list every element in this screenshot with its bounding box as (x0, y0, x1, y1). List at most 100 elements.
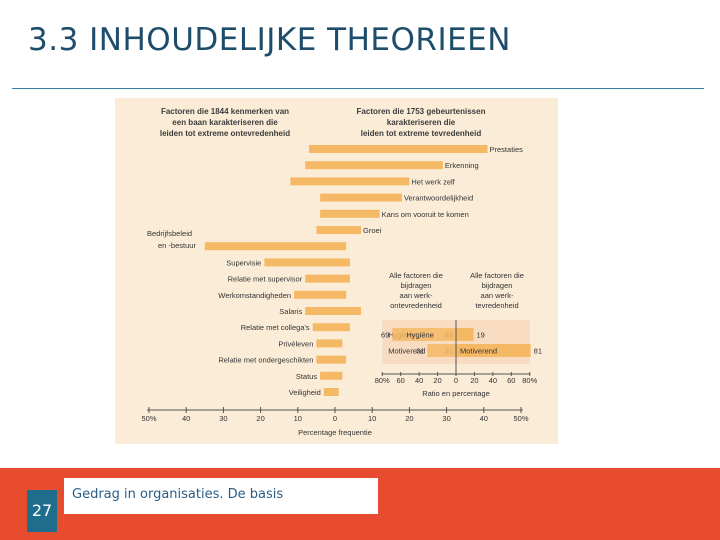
bar-satisfaction (335, 193, 402, 202)
bar-dissatisfaction (316, 339, 335, 348)
bar-dissatisfaction (204, 242, 335, 251)
x-tick-label: 30 (442, 414, 450, 423)
bar-dissatisfaction (290, 177, 335, 186)
category-label: Privéleven (278, 339, 313, 348)
x-tick-label: 50% (141, 414, 156, 423)
inset-x-axis-title: Ratio en percentage (422, 389, 490, 398)
category-label: Kans om vooruit te komen (382, 210, 469, 219)
herzberg-chart: Factoren die 1844 kenmerken van een baan … (141, 107, 542, 437)
bar-satisfaction (335, 209, 380, 218)
inset-bar-dissatisfaction (427, 344, 456, 357)
left-header-text: leiden tot extreme ontevredenheid (160, 129, 290, 138)
right-header-text: leiden tot extreme tevredenheid (361, 129, 482, 138)
category-label: Werkomstandigheden (218, 291, 291, 300)
bar-dissatisfaction (320, 193, 335, 202)
x-tick-label: 10 (368, 414, 376, 423)
inset-bar-satisfaction (456, 328, 474, 341)
x-tick-label: 0 (333, 414, 337, 423)
x-tick-label: 20 (256, 414, 264, 423)
bar-satisfaction (335, 242, 347, 251)
inset-left-header-text: aan werk- (400, 291, 433, 300)
bar-dissatisfaction (305, 161, 335, 170)
bar-satisfaction (335, 355, 347, 364)
x-tick-label: 10 (294, 414, 302, 423)
herzberg-chart-figure: Factoren die 1844 kenmerken van een baan … (115, 98, 558, 444)
inset-right-header-text: aan werk- (481, 291, 514, 300)
inset-x-tick-label: 0 (454, 376, 458, 385)
bar-dissatisfaction (294, 290, 335, 299)
x-tick-label: 20 (405, 414, 413, 423)
inset-x-tick-label: 20 (470, 376, 478, 385)
bar-dissatisfaction (308, 145, 335, 153)
category-label: Salaris (279, 307, 302, 316)
left-header-text: een baan karakteriseren die (172, 118, 278, 127)
inset-bar-satisfaction (456, 344, 531, 357)
inset-right-header-text: tevredenheid (475, 301, 518, 310)
inset-left-header-text: Alle factoren die (389, 271, 443, 280)
bar-satisfaction (335, 177, 410, 186)
inset-value-dissatisfaction: 69 (381, 331, 389, 340)
x-tick-label: 30 (219, 414, 227, 423)
x-tick-label: 40 (480, 414, 488, 423)
bar-dissatisfaction (264, 258, 335, 267)
category-label: Relatie met ondergeschikten (218, 356, 313, 365)
inset-category-label: Hygiëne (406, 331, 434, 340)
x-tick-label: 50% (513, 414, 528, 423)
page-number: 27 (27, 490, 57, 532)
bar-dissatisfaction (316, 226, 335, 234)
bar-satisfaction (335, 371, 343, 380)
category-label: en -bestuur (158, 241, 196, 250)
title-divider (12, 88, 704, 89)
bar-dissatisfaction (312, 323, 335, 332)
inset-right-header-text: Alle factoren die (470, 271, 524, 280)
bar-dissatisfaction (305, 307, 335, 315)
right-header-text: karakteriseren die (387, 118, 456, 127)
inset-bar-dissatisfaction (392, 328, 456, 341)
slide-title: 3.3 INHOUDELIJKE THEORIEEN (28, 22, 511, 58)
bar-satisfaction (335, 388, 339, 396)
bar-dissatisfaction (323, 388, 335, 396)
category-label: Verantwoordelijkheid (404, 194, 473, 203)
x-axis-title: Percentage frequentie (298, 428, 372, 437)
bar-satisfaction (335, 145, 488, 153)
inset-x-tick-label: 20 (433, 376, 441, 385)
inset-x-tick-label: 40 (415, 376, 423, 385)
bar-satisfaction (335, 274, 350, 283)
bar-dissatisfaction (316, 355, 335, 364)
inset-value-satisfaction: 19 (477, 331, 485, 340)
right-header-text: Factoren die 1753 gebeurtenissen (357, 107, 486, 116)
inset-row-label: Motiverend (388, 347, 425, 356)
inset-x-tick-label: 80% (522, 376, 537, 385)
inset-category-label: Motiverend (460, 347, 497, 356)
x-tick-label: 40 (182, 414, 190, 423)
inset-x-tick-label: 60 (507, 376, 515, 385)
category-label: Supervisie (226, 258, 261, 267)
bar-satisfaction (335, 161, 443, 170)
category-label: Status (296, 372, 318, 381)
category-label: Bedrijfsbeleid (147, 229, 192, 238)
inset-left-header-text: ontevredenheid (390, 301, 442, 310)
inset-x-tick-label: 80% (375, 376, 390, 385)
category-label: Relatie met collega's (241, 323, 310, 332)
category-label: Prestaties (490, 145, 524, 154)
footer-box: Gedrag in organisaties. De basis (64, 478, 378, 514)
category-label: Erkenning (445, 161, 479, 170)
inset-right-header-text: bijdragen (482, 281, 513, 290)
left-header-text: Factoren die 1844 kenmerken van (161, 107, 289, 116)
bar-dissatisfaction (305, 274, 335, 283)
inset-value-dissatisfaction: 31 (416, 347, 424, 356)
inset-left-header-text: bijdragen (401, 281, 432, 290)
bar-satisfaction (335, 258, 350, 267)
bar-dissatisfaction (320, 209, 335, 218)
bar-satisfaction (335, 307, 362, 315)
inset-x-tick-label: 60 (397, 376, 405, 385)
bar-satisfaction (335, 339, 343, 348)
bar-satisfaction (335, 290, 347, 299)
bar-satisfaction (335, 226, 362, 234)
category-label: Veiligheid (289, 388, 321, 397)
category-label: Relatie met supervisor (228, 275, 303, 284)
footer-text: Gedrag in organisaties. De basis (72, 487, 284, 502)
inset-value-satisfaction: 81 (534, 347, 542, 356)
inset-x-tick-label: 40 (489, 376, 497, 385)
category-label: Het werk zelf (411, 177, 455, 186)
